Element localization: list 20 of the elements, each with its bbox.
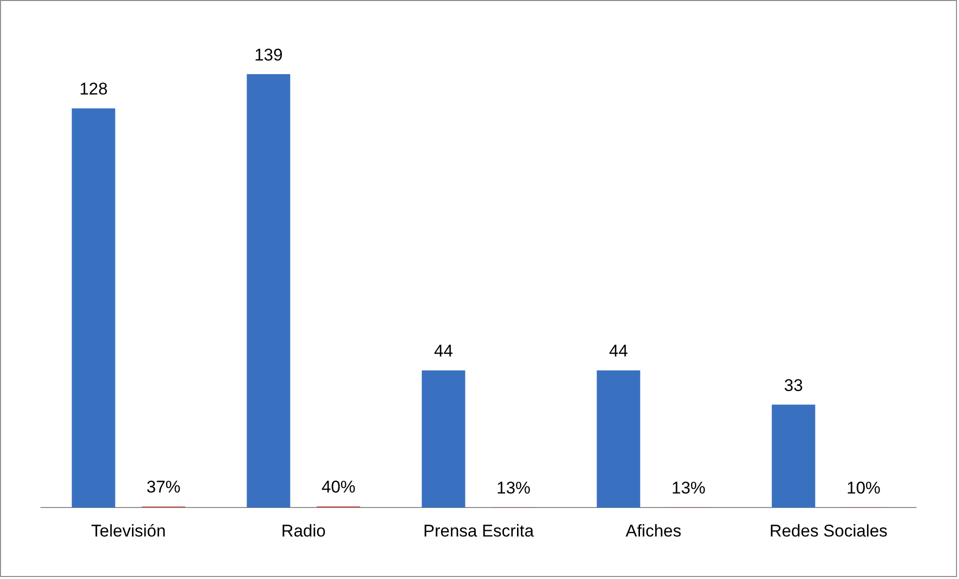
bar	[772, 404, 816, 508]
x-tick-label: Radio	[281, 521, 326, 540]
bar	[422, 370, 466, 508]
data-label: 33	[784, 376, 803, 395]
x-tick-label: Prensa Escrita	[423, 521, 534, 540]
bar	[596, 370, 640, 508]
data-label: 10%	[846, 478, 881, 498]
data-label: 128	[79, 80, 108, 99]
data-label: 139	[254, 45, 283, 64]
data-label: 13%	[671, 478, 706, 498]
data-label: 40%	[321, 478, 356, 497]
bar	[72, 108, 116, 508]
data-label: 37%	[146, 478, 181, 497]
data-label: 13%	[496, 478, 531, 498]
data-label: 44	[609, 342, 628, 361]
x-tick-label: Afiches	[626, 521, 682, 540]
bar	[246, 74, 290, 508]
x-tick-label: Televisión	[91, 521, 166, 540]
data-label: 44	[434, 342, 453, 361]
x-tick-label: Redes Sociales	[769, 521, 888, 540]
